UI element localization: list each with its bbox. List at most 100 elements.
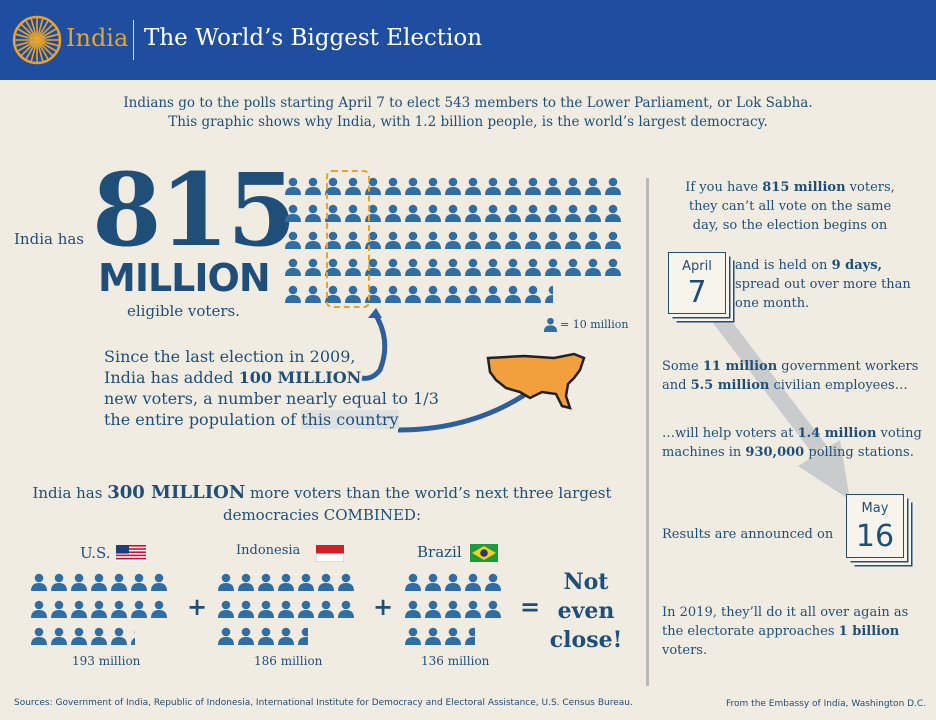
person-icon <box>585 258 601 276</box>
voters-number: 815 <box>92 151 297 269</box>
calendar-start: April 7 <box>668 252 726 314</box>
person-icon <box>278 573 294 591</box>
person-icon <box>545 231 561 249</box>
calendar-end-month: May <box>861 501 889 516</box>
added-line-2: India has added <box>104 368 239 387</box>
person-icon <box>425 258 441 276</box>
person-icon <box>131 630 135 645</box>
person-icon <box>238 627 254 645</box>
person-icon <box>345 204 361 222</box>
ashoka-chakra-icon <box>12 15 62 65</box>
person-icon <box>298 627 308 645</box>
person-icon <box>505 285 521 303</box>
person-icon <box>425 627 441 645</box>
person-icon <box>325 285 341 303</box>
plus-sign: + <box>187 592 208 621</box>
person-icon <box>385 285 401 303</box>
person-icon <box>465 177 481 195</box>
us-value: 193 million <box>72 654 141 668</box>
duration-text-3: one month. <box>735 296 810 311</box>
not-even-close: Not even close! <box>546 568 626 655</box>
duration-text: and is held on 9 days, spread out over m… <box>735 256 925 313</box>
person-icon <box>91 573 107 591</box>
person-icon <box>345 177 361 195</box>
person-icon <box>91 600 107 618</box>
scale-legend: = 10 million <box>543 317 628 332</box>
person-icon <box>278 600 294 618</box>
workers-text-2: government workers <box>777 359 919 374</box>
person-icon <box>445 627 461 645</box>
person-icon <box>425 573 441 591</box>
voters-unit: MILLION <box>98 256 271 300</box>
person-icon <box>543 317 558 332</box>
next-text-3: voters. <box>662 643 708 658</box>
person-icon <box>385 258 401 276</box>
person-icon <box>51 600 67 618</box>
results-text: Results are announced on <box>662 527 834 542</box>
person-icon <box>131 573 147 591</box>
person-icon <box>445 177 461 195</box>
person-icon <box>305 204 321 222</box>
person-icon <box>525 258 541 276</box>
compare-line-2: democracies COMBINED: <box>222 506 422 524</box>
compare-heading: India has 300 MILLION more voters than t… <box>16 482 628 526</box>
calendar-start-day: 7 <box>687 275 707 310</box>
workers-gov: 11 million <box>702 359 778 374</box>
person-icon <box>485 573 501 591</box>
country-brazil-label: Brazil <box>417 543 462 561</box>
person-icon <box>218 600 234 618</box>
brazil-value: 136 million <box>421 654 490 668</box>
person-icon <box>405 573 421 591</box>
sources-footer: Sources: Government of India, Republic o… <box>14 698 633 708</box>
person-icon <box>425 231 441 249</box>
workers-text-4: civilian employees… <box>769 378 908 393</box>
result-word-1: Not <box>563 569 609 595</box>
person-icon <box>305 285 321 303</box>
person-icon <box>485 204 501 222</box>
compare-prefix: India has <box>32 484 108 502</box>
person-icon <box>325 177 341 195</box>
brazil-flag-icon <box>470 544 498 562</box>
person-icon <box>565 231 581 249</box>
person-icon <box>465 573 481 591</box>
machines-text: …will help voters at 1.4 million voting … <box>662 424 932 462</box>
calendar-end-day: 16 <box>855 519 895 554</box>
person-icon <box>565 258 581 276</box>
brazil-people-grid <box>404 573 504 654</box>
start-highlight: 815 million <box>762 180 846 195</box>
person-icon <box>445 204 461 222</box>
person-icon <box>338 600 354 618</box>
person-icon <box>445 231 461 249</box>
country-indonesia-label: Indonesia <box>236 543 301 558</box>
person-icon <box>405 285 421 303</box>
person-icon <box>91 627 107 645</box>
indonesia-flag-icon <box>316 545 344 562</box>
start-text-2: voters, <box>845 180 895 195</box>
person-icon <box>485 231 501 249</box>
person-icon <box>445 573 461 591</box>
person-icon <box>565 204 581 222</box>
person-icon <box>465 231 481 249</box>
person-icon <box>51 573 67 591</box>
person-icon <box>605 177 621 195</box>
person-icon <box>111 600 127 618</box>
person-icon <box>605 204 621 222</box>
credit-footer: From the Embassy of India, Washington D.… <box>726 699 927 709</box>
machines-text-1: …will help voters at <box>662 426 798 441</box>
person-icon <box>305 231 321 249</box>
person-icon <box>525 204 541 222</box>
person-icon <box>545 204 561 222</box>
stations-count: 930,000 <box>745 445 805 460</box>
person-icon <box>285 231 301 249</box>
brand-name: India <box>66 24 129 52</box>
person-icon <box>425 600 441 618</box>
person-icon <box>425 177 441 195</box>
person-icon <box>405 177 421 195</box>
person-icon <box>111 627 127 645</box>
person-icon <box>405 204 421 222</box>
person-icon <box>298 600 314 618</box>
person-icon <box>565 177 581 195</box>
country-us-label: U.S. <box>80 544 111 562</box>
person-icon <box>585 204 601 222</box>
person-icon <box>285 258 301 276</box>
